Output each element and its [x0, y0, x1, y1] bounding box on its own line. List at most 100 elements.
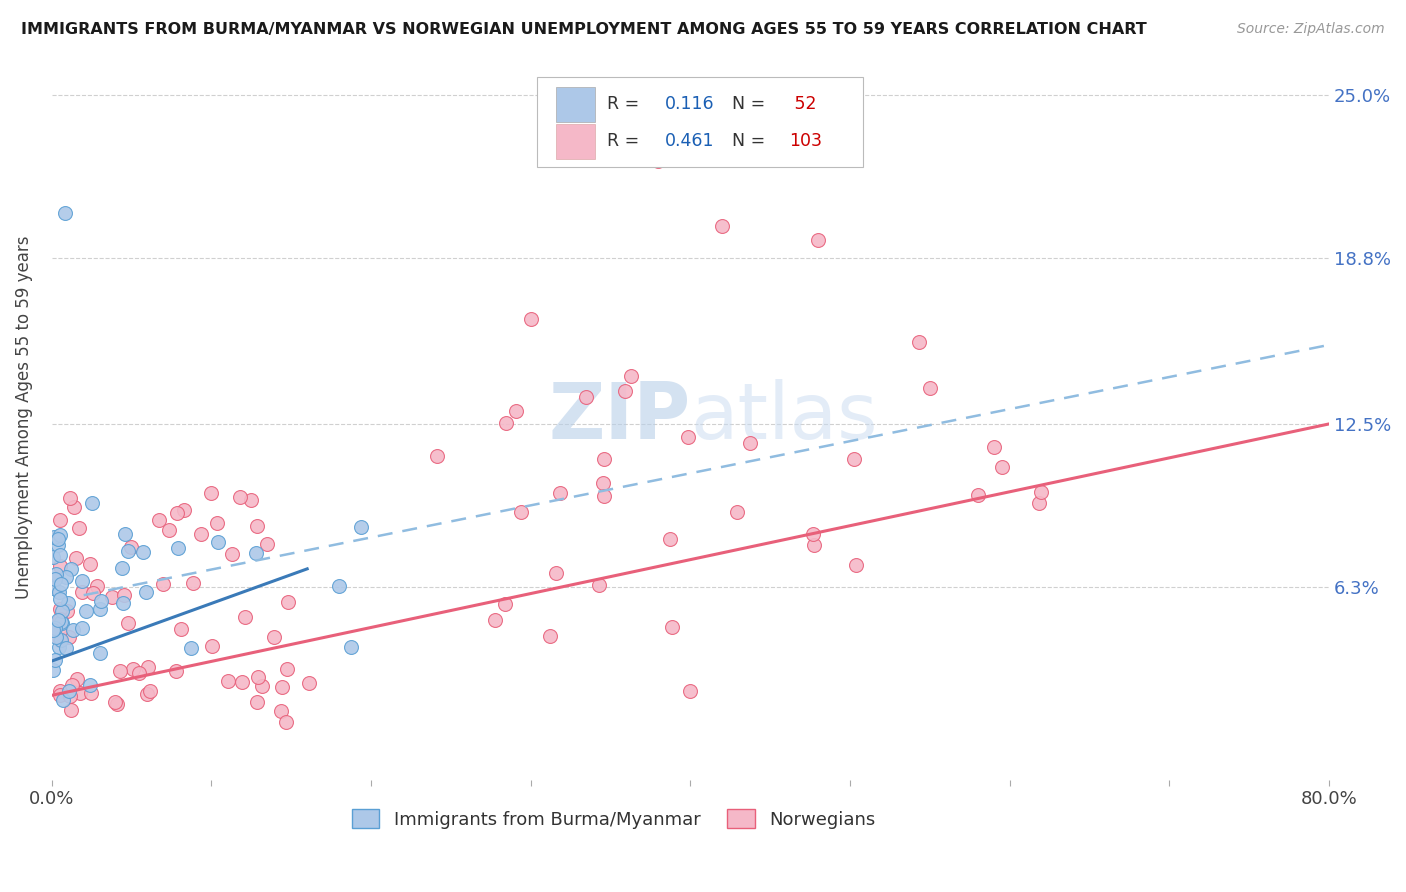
Point [246, 695, 269, 709]
Point [114, 527, 136, 541]
Point [75, 604, 97, 618]
Point [46, 613, 69, 627]
Point [165, 664, 187, 678]
Point [136, 687, 159, 701]
Point [56, 595, 79, 609]
Point [122, 662, 145, 676]
Point [991, 459, 1014, 474]
Point [104, 695, 127, 709]
Point [86, 579, 108, 593]
Point [1029, 485, 1052, 500]
Point [44, 621, 66, 635]
Point [575, 390, 598, 404]
Text: 103: 103 [789, 132, 821, 150]
Point [167, 541, 190, 556]
Point [62, 678, 84, 692]
Point [80, 686, 103, 700]
Point [166, 506, 188, 520]
Point [48, 640, 70, 654]
Point [100, 590, 122, 604]
Point [276, 661, 298, 675]
Point [270, 704, 292, 718]
Point [111, 560, 134, 574]
Point [907, 334, 929, 349]
Point [105, 697, 128, 711]
Point [52, 693, 75, 707]
Point [350, 520, 373, 534]
Point [190, 526, 212, 541]
Point [328, 580, 350, 594]
Point [66, 672, 89, 686]
Point [246, 669, 269, 683]
FancyBboxPatch shape [557, 124, 595, 159]
Point [548, 485, 571, 500]
Point [79, 558, 101, 572]
Text: 0.116: 0.116 [665, 95, 714, 113]
Point [51, 615, 73, 630]
Point [148, 513, 170, 527]
Point [53, 206, 76, 220]
Point [250, 679, 273, 693]
Point [42, 581, 65, 595]
Point [271, 680, 294, 694]
Point [48, 633, 70, 648]
Point [152, 576, 174, 591]
Point [803, 538, 825, 552]
Point [727, 505, 749, 519]
Point [246, 518, 269, 533]
Point [845, 558, 868, 573]
Point [56, 604, 79, 618]
Point [42, 663, 65, 677]
Point [620, 369, 643, 384]
Point [59, 690, 82, 704]
Point [49, 633, 72, 648]
Point [229, 491, 252, 505]
Point [658, 532, 681, 546]
Point [484, 613, 506, 627]
Point [233, 610, 256, 624]
Text: N =: N = [733, 95, 772, 113]
Point [58, 630, 80, 644]
Point [44, 653, 66, 667]
Point [519, 311, 541, 326]
Point [48, 512, 70, 526]
FancyBboxPatch shape [557, 87, 595, 122]
Point [42, 550, 65, 565]
Point [72, 621, 94, 635]
Point [207, 516, 229, 531]
Legend: Immigrants from Burma/Myanmar, Norwegians: Immigrants from Burma/Myanmar, Norwegian… [344, 802, 883, 836]
Point [588, 578, 610, 592]
Point [49, 592, 72, 607]
Point [200, 486, 222, 500]
Point [170, 622, 193, 636]
Point [44, 572, 66, 586]
Point [69, 685, 91, 699]
Point [263, 630, 285, 644]
Point [55, 640, 77, 655]
Point [274, 714, 297, 729]
Text: N =: N = [733, 132, 772, 150]
Point [505, 403, 527, 417]
Point [538, 629, 561, 643]
Point [711, 219, 734, 234]
Point [63, 500, 86, 515]
Point [738, 436, 761, 450]
Point [48, 558, 70, 573]
Point [90, 594, 112, 608]
Point [207, 535, 229, 549]
Point [136, 660, 159, 674]
Point [647, 153, 669, 168]
Text: 0.461: 0.461 [665, 132, 714, 150]
Point [676, 430, 699, 444]
Point [55, 570, 77, 584]
Point [239, 492, 262, 507]
Point [277, 595, 299, 609]
Point [1028, 496, 1050, 510]
Text: R =: R = [607, 132, 645, 150]
Point [51, 576, 73, 591]
Point [49, 615, 72, 629]
Point [117, 544, 139, 558]
Point [60, 562, 83, 576]
Point [807, 233, 830, 247]
Point [231, 674, 253, 689]
